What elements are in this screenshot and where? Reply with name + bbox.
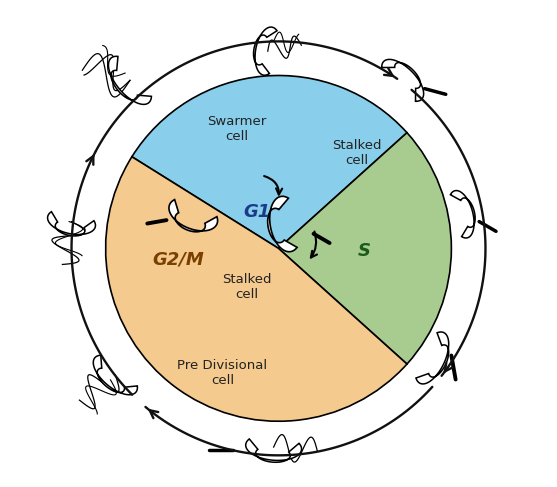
Polygon shape	[253, 27, 277, 75]
Polygon shape	[382, 59, 424, 101]
Text: S: S	[357, 242, 370, 260]
Text: Stalked
cell: Stalked cell	[222, 273, 272, 301]
Text: G1: G1	[243, 203, 270, 221]
Text: Stalked
cell: Stalked cell	[331, 139, 381, 168]
Wedge shape	[278, 132, 451, 364]
Text: G2/M: G2/M	[153, 250, 204, 268]
Polygon shape	[93, 355, 138, 395]
Wedge shape	[106, 157, 407, 421]
Polygon shape	[47, 212, 95, 236]
Polygon shape	[169, 200, 218, 232]
Text: Swarmer
cell: Swarmer cell	[207, 115, 267, 143]
Polygon shape	[416, 332, 449, 384]
Polygon shape	[268, 196, 297, 252]
Polygon shape	[246, 439, 301, 462]
Text: Pre Divisional
cell: Pre Divisional cell	[178, 358, 267, 387]
Wedge shape	[132, 75, 407, 248]
Polygon shape	[109, 56, 152, 104]
Polygon shape	[451, 190, 475, 238]
